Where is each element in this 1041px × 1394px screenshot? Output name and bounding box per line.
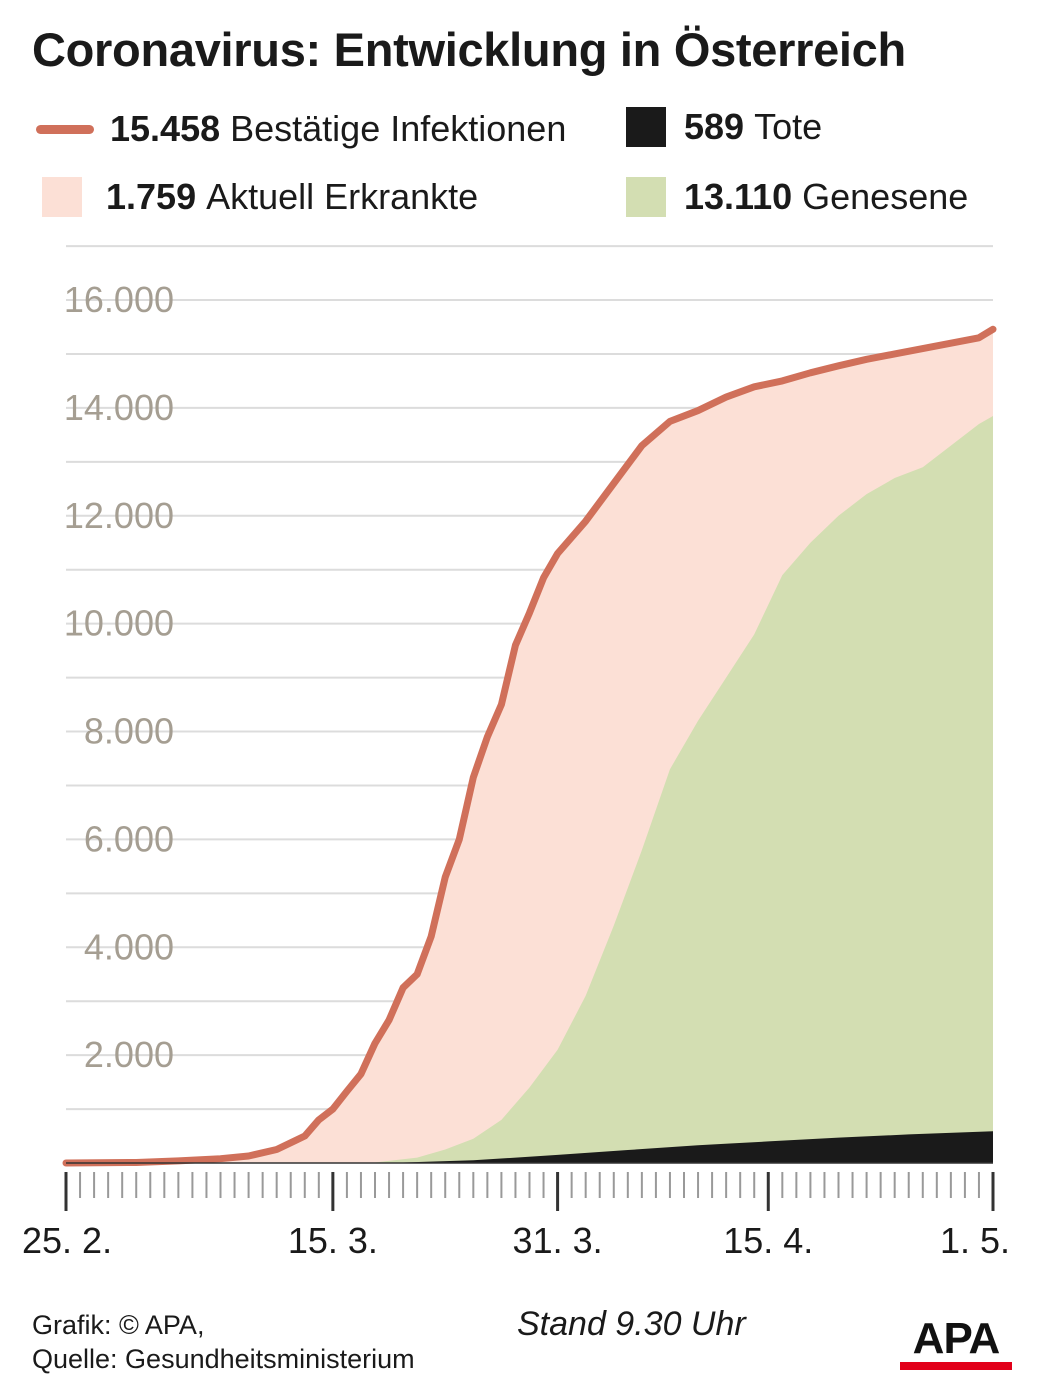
y-tick-label: 12.000: [64, 495, 174, 536]
legend-active-label: Aktuell Erkrankte: [206, 176, 479, 217]
legend-recovered-value: 13.110: [684, 176, 793, 217]
legend-recovered: 13.110 Genesene: [626, 176, 968, 218]
infections-line: [62, 325, 997, 1167]
legend-deaths: 589 Tote: [626, 106, 822, 148]
logo-bar: [900, 1362, 1012, 1370]
logo-text: APA: [912, 1314, 1001, 1363]
credit: Grafik: © APA, Quelle: Gesundheitsminist…: [32, 1308, 415, 1376]
legend-deaths-value: 589: [684, 106, 745, 147]
legend-active: 1.759 Aktuell Erkrankte: [42, 176, 478, 218]
y-tick-label: 8.000: [84, 711, 174, 752]
x-tick-label: 31. 3.: [513, 1220, 603, 1261]
x-tick-label: 15. 3.: [288, 1220, 378, 1261]
legend-active-value: 1.759: [106, 176, 197, 217]
y-tick-label: 6.000: [84, 818, 174, 859]
legend-infections-value: 15.458: [110, 108, 221, 149]
credit-line: Grafik: © APA,: [32, 1310, 205, 1340]
x-tick-label: 25. 2.: [22, 1220, 112, 1261]
timestamp: Stand 9.30 Uhr: [517, 1305, 746, 1343]
infections-line-swatch: [36, 124, 94, 134]
source-line: Quelle: Gesundheitsministerium: [32, 1344, 415, 1374]
legend-recovered-label: Genesene: [802, 176, 969, 217]
chart-area: 2.000 4.000 6.000 8.000 10.000 12.000 14.000 16…: [22, 245, 1010, 1261]
x-tick-label: 15. 4.: [723, 1220, 813, 1261]
apa-logo: APA: [900, 1314, 1012, 1370]
deaths-area: [66, 1131, 993, 1163]
y-tick-label: 2.000: [84, 1034, 174, 1075]
recovered-swatch: [626, 177, 666, 217]
chart-title: Coronavirus: Entwicklung in Österreich: [32, 23, 906, 76]
y-tick-label: 10.000: [64, 603, 174, 644]
active-swatch: [42, 177, 82, 217]
legend-infections: 15.458 Bestätige Infektionen: [36, 108, 566, 150]
y-tick-label: 14.000: [64, 387, 174, 428]
legend-deaths-label: Tote: [754, 106, 823, 147]
recovered-area: [66, 415, 993, 1163]
legend-infections-label: Bestätige Infektionen: [230, 108, 567, 149]
x-tick-label: 1. 5.: [940, 1220, 1010, 1261]
y-tick-label: 16.000: [64, 279, 174, 320]
y-tick-label: 4.000: [84, 926, 174, 967]
deaths-swatch: [626, 107, 666, 147]
